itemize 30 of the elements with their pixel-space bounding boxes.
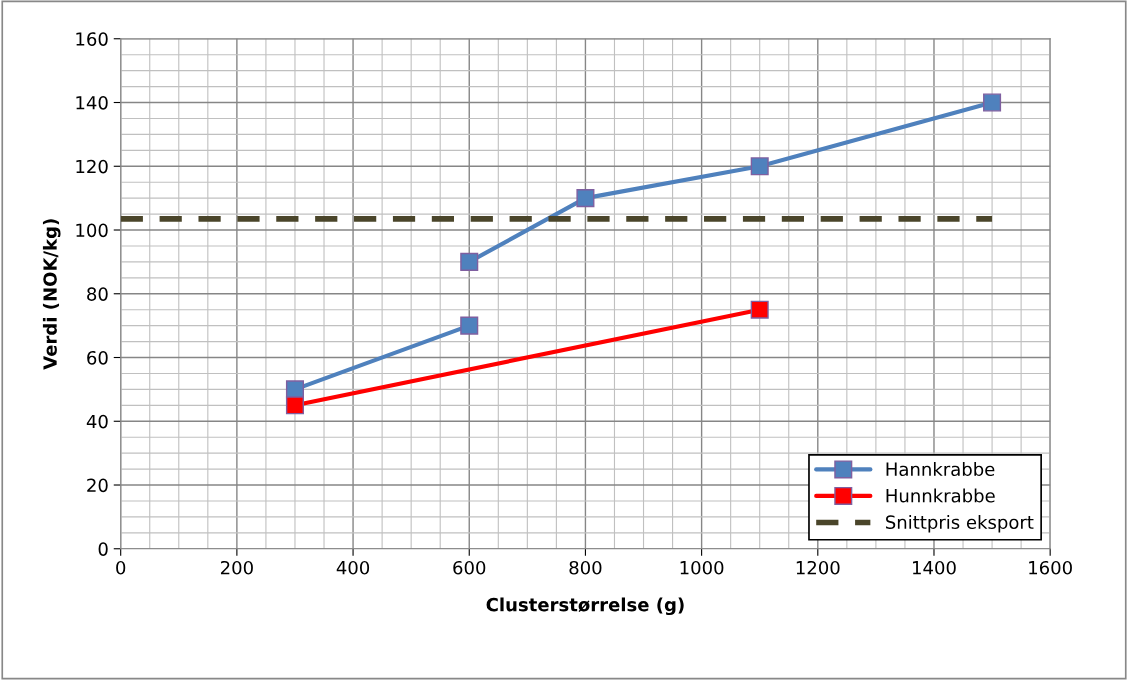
point xyxy=(460,252,479,271)
point xyxy=(750,300,769,319)
x-tick-label: 400 xyxy=(336,560,370,575)
y-tick-label: 80 xyxy=(87,287,108,301)
y-tick-label: 0 xyxy=(98,542,108,556)
x-tick-label: 200 xyxy=(220,560,253,575)
y-tick-label: 40 xyxy=(86,414,108,429)
y-tick-label: 20 xyxy=(87,478,108,493)
y-tick-label: 140 xyxy=(76,95,108,110)
point xyxy=(285,396,305,415)
point xyxy=(460,316,479,335)
legend-label: Snittpris eksport xyxy=(886,515,1034,533)
y-axis-title: Verdi (NOK/kg) xyxy=(42,219,61,370)
legend-label: Hannkrabbe xyxy=(886,462,995,477)
x-tick-label: 0 xyxy=(116,560,126,575)
x-tick-label: 600 xyxy=(453,560,486,575)
x-tick-label: 1000 xyxy=(680,560,724,575)
x-tick-label: 1600 xyxy=(1029,560,1072,575)
point xyxy=(983,93,1002,112)
x-tick-label: 1400 xyxy=(912,560,956,575)
y-tick-label: 100 xyxy=(76,223,108,238)
legend-label: Hunnkrabbe xyxy=(886,488,995,503)
x-tick-label: 800 xyxy=(569,560,602,575)
y-tick-label: 160 xyxy=(76,32,108,46)
y-tick-label: 60 xyxy=(87,350,108,365)
x-tick-label: 1200 xyxy=(796,560,840,575)
point xyxy=(750,157,769,176)
y-tick-label: 120 xyxy=(76,159,108,174)
point xyxy=(576,189,595,208)
x-axis-title: Clusterstørrelse (g) xyxy=(486,597,684,616)
